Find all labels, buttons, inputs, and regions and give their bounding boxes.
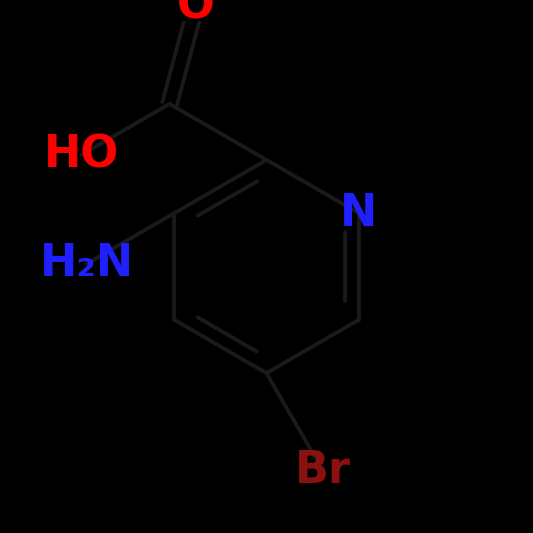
Text: H₂N: H₂N (39, 243, 134, 285)
Text: O: O (177, 0, 215, 28)
Text: Br: Br (294, 449, 351, 491)
Text: HO: HO (44, 133, 119, 176)
Text: N: N (340, 192, 377, 235)
